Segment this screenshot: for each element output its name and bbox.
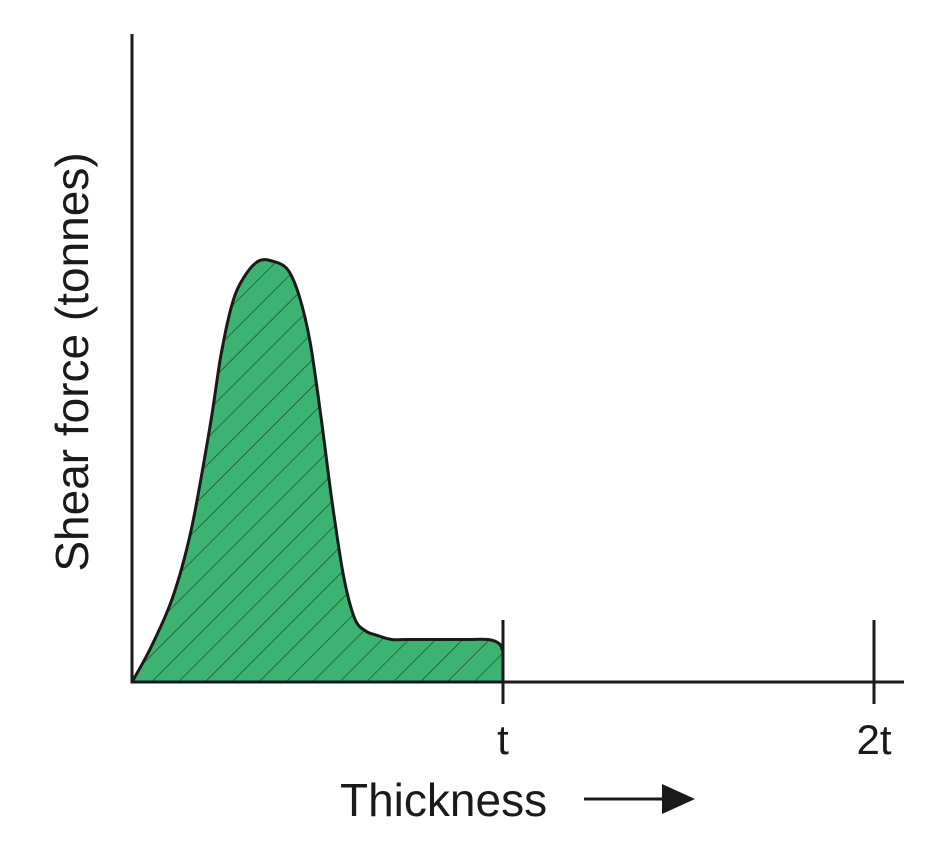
shear-force-curve [130,258,505,683]
plot-area [130,258,505,683]
x-ticks: t 2t [497,620,892,763]
y-axis-label: Shear force (tonnes) [46,152,98,571]
x-axis-label: Thickness [340,774,547,826]
x-direction-arrow-icon [584,784,695,814]
arrow-head [662,784,695,814]
shear-force-hatch [132,259,503,682]
x-tick-label: t [497,716,509,763]
x-tick-label: 2t [856,716,891,763]
